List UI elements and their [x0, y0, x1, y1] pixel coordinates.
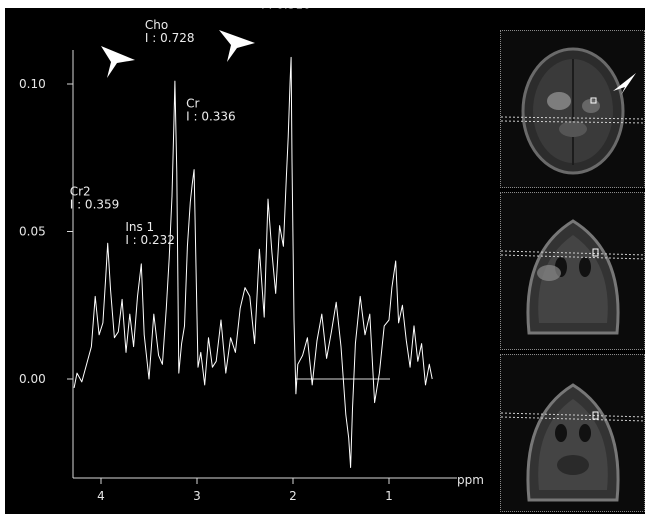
peak-integral-label: I : 0.728: [145, 31, 195, 45]
peak-name-label: Cho: [145, 18, 168, 32]
x-axis-label: ppm: [457, 473, 484, 487]
peak-name-label: Cr: [186, 97, 199, 111]
peak-name-label: Cr2: [70, 184, 91, 198]
x-tick-label: 2: [289, 489, 297, 503]
x-ticks: 4 3 2 1: [97, 478, 393, 503]
spectrum-trace: [73, 56, 433, 468]
naa-arrow-icon: [219, 30, 255, 62]
mri-coronal-panel-1: [500, 192, 645, 350]
x-tick-label: 4: [97, 489, 105, 503]
peak-integral-label: I : 0.359: [70, 197, 120, 211]
y-tick-label: 0.00: [19, 372, 46, 386]
peak-integral-label: I : 0.336: [186, 110, 236, 124]
peak-name-label: Ins 1: [125, 220, 154, 234]
y-ticks: 0.10 0.05 0.00: [19, 77, 73, 386]
lesion-arrow-icon: [613, 73, 636, 95]
y-tick-label: 0.10: [19, 77, 46, 91]
peak-integral-label: I : 0.232: [125, 233, 175, 247]
mri-coronal-panel-2: [500, 354, 645, 512]
x-tick-label: 1: [385, 489, 393, 503]
peak-integral-label: I : 0.516: [261, 8, 311, 11]
x-tick-label: 3: [193, 489, 201, 503]
voxel-marker-icon: [592, 411, 599, 420]
voxel-marker-icon: [592, 248, 599, 257]
mri-axial-panel: [500, 30, 645, 188]
y-tick-label: 0.05: [19, 225, 46, 239]
voxel-marker-icon: [590, 97, 597, 104]
cho-arrow-icon: [101, 46, 135, 78]
